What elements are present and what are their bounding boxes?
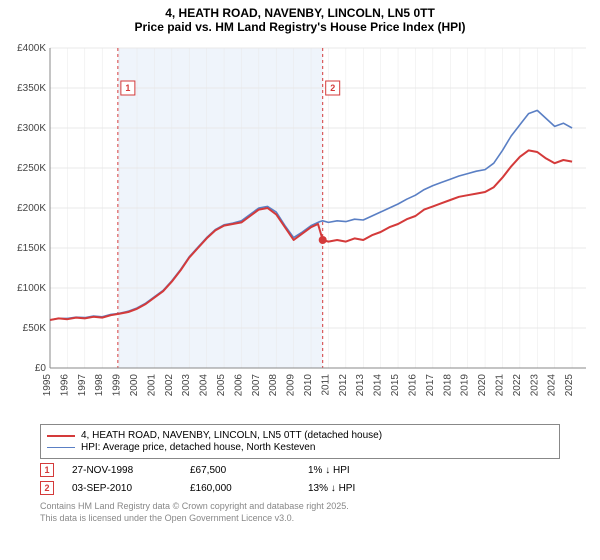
svg-text:2000: 2000 bbox=[129, 374, 140, 397]
svg-text:1999: 1999 bbox=[112, 374, 123, 397]
svg-text:2023: 2023 bbox=[529, 374, 540, 397]
marker-price: £67,500 bbox=[190, 465, 290, 476]
chart-container: £0 £50K £100K £150K £200K £250K £300K £350K £400… bbox=[0, 38, 600, 418]
svg-text:1: 1 bbox=[125, 83, 130, 93]
marker-badge-1: 1 bbox=[40, 463, 54, 477]
svg-text:2015: 2015 bbox=[390, 374, 401, 397]
marker-row-2: 2 03-SEP-2010 £160,000 13% ↓ HPI bbox=[40, 481, 560, 495]
svg-text:2007: 2007 bbox=[251, 374, 262, 397]
marker-date: 27-NOV-1998 bbox=[72, 465, 172, 476]
svg-text:2024: 2024 bbox=[547, 374, 558, 397]
marker-table: 1 27-NOV-1998 £67,500 1% ↓ HPI 2 03-SEP-… bbox=[40, 463, 560, 495]
svg-text:1996: 1996 bbox=[59, 374, 70, 397]
footnote: Contains HM Land Registry data © Crown c… bbox=[40, 501, 560, 524]
svg-text:£0: £0 bbox=[35, 363, 47, 374]
svg-text:1997: 1997 bbox=[77, 374, 88, 397]
svg-text:£250K: £250K bbox=[17, 163, 46, 174]
svg-text:2005: 2005 bbox=[216, 374, 227, 397]
svg-text:2019: 2019 bbox=[460, 374, 471, 397]
svg-text:1995: 1995 bbox=[42, 374, 53, 397]
marker-price: £160,000 bbox=[190, 483, 290, 494]
footnote-line: This data is licensed under the Open Gov… bbox=[40, 513, 560, 525]
legend-item-price-paid: 4, HEATH ROAD, NAVENBY, LINCOLN, LN5 0TT… bbox=[47, 430, 553, 441]
legend-swatch-hpi bbox=[47, 447, 75, 448]
svg-text:1998: 1998 bbox=[94, 374, 105, 397]
legend: 4, HEATH ROAD, NAVENBY, LINCOLN, LN5 0TT… bbox=[40, 424, 560, 459]
svg-text:2001: 2001 bbox=[146, 374, 157, 397]
marker-delta: 13% ↓ HPI bbox=[308, 483, 408, 494]
svg-text:2006: 2006 bbox=[233, 374, 244, 397]
legend-label: HPI: Average price, detached house, Nort… bbox=[81, 442, 315, 453]
page-title: 4, HEATH ROAD, NAVENBY, LINCOLN, LN5 0TT bbox=[0, 0, 600, 20]
svg-text:2003: 2003 bbox=[181, 374, 192, 397]
svg-text:2004: 2004 bbox=[199, 374, 210, 397]
legend-item-hpi: HPI: Average price, detached house, Nort… bbox=[47, 442, 553, 453]
marker-delta: 1% ↓ HPI bbox=[308, 465, 408, 476]
svg-text:2016: 2016 bbox=[407, 374, 418, 397]
svg-text:2021: 2021 bbox=[494, 374, 505, 397]
svg-text:2011: 2011 bbox=[320, 374, 331, 396]
svg-text:2010: 2010 bbox=[303, 374, 314, 397]
svg-text:2008: 2008 bbox=[268, 374, 279, 397]
svg-text:2022: 2022 bbox=[512, 374, 523, 397]
svg-text:2014: 2014 bbox=[373, 374, 384, 397]
svg-text:2002: 2002 bbox=[164, 374, 175, 397]
svg-text:2012: 2012 bbox=[338, 374, 349, 397]
svg-text:£150K: £150K bbox=[17, 243, 46, 254]
svg-text:£50K: £50K bbox=[23, 323, 47, 334]
svg-text:2: 2 bbox=[330, 83, 335, 93]
price-chart: £0 £50K £100K £150K £200K £250K £300K £350K £400… bbox=[0, 38, 600, 418]
svg-text:2025: 2025 bbox=[564, 374, 575, 397]
svg-text:2020: 2020 bbox=[477, 374, 488, 397]
svg-text:2013: 2013 bbox=[355, 374, 366, 397]
marker-date: 03-SEP-2010 bbox=[72, 483, 172, 494]
svg-text:£200K: £200K bbox=[17, 203, 46, 214]
svg-text:£350K: £350K bbox=[17, 83, 46, 94]
svg-text:£100K: £100K bbox=[17, 283, 46, 294]
page-subtitle: Price paid vs. HM Land Registry's House … bbox=[0, 20, 600, 38]
svg-text:2017: 2017 bbox=[425, 374, 436, 397]
svg-text:£400K: £400K bbox=[17, 43, 46, 54]
legend-swatch-price-paid bbox=[47, 435, 75, 437]
legend-label: 4, HEATH ROAD, NAVENBY, LINCOLN, LN5 0TT… bbox=[81, 430, 382, 441]
svg-text:2009: 2009 bbox=[286, 374, 297, 397]
footnote-line: Contains HM Land Registry data © Crown c… bbox=[40, 501, 560, 513]
marker-badge-2: 2 bbox=[40, 481, 54, 495]
svg-text:2018: 2018 bbox=[442, 374, 453, 397]
marker-row-1: 1 27-NOV-1998 £67,500 1% ↓ HPI bbox=[40, 463, 560, 477]
svg-text:£300K: £300K bbox=[17, 123, 46, 134]
